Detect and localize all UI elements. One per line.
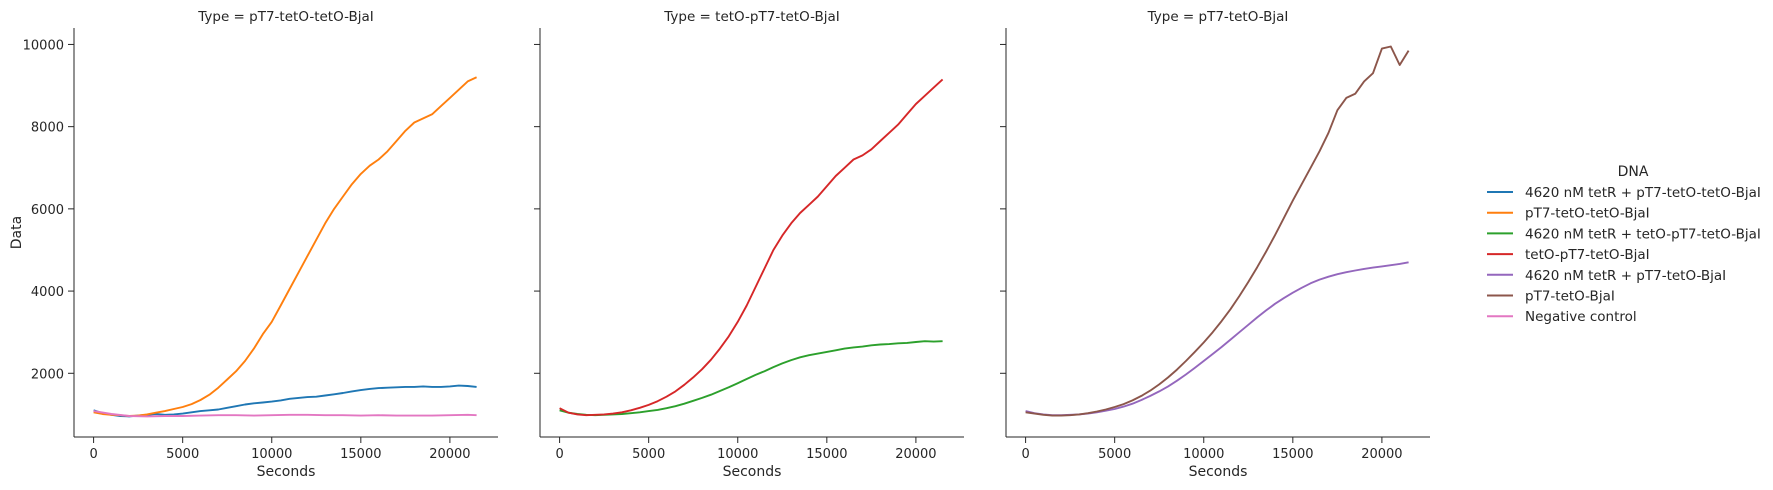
x-tick-label: 10000 <box>251 447 292 462</box>
legend-items: 4620 nM tetR + pT7-tetO-tetO-BjaI pT7-tet… <box>1487 185 1761 325</box>
series-line <box>93 384 477 418</box>
series-line <box>1025 261 1409 417</box>
x-tick-label: 0 <box>1021 447 1029 462</box>
x-tick-label: 20000 <box>429 447 470 462</box>
legend-label: tetO-pT7-tetO-BjaI <box>1525 247 1650 263</box>
legend-item: 4620 nM tetR + tetO-pT7-tetO-BjaI <box>1487 226 1761 242</box>
y-tick-label: 10000 <box>23 38 64 53</box>
x-axis-label: Seconds <box>257 464 316 480</box>
legend-label: pT7-tetO-BjaI <box>1525 289 1615 305</box>
x-tick-label: 10000 <box>717 447 758 462</box>
legend-label: Negative control <box>1525 309 1637 325</box>
chart-panels: Type = pT7-tetO-tetO-BjaI 0 5000 10000 15000… <box>9 9 1430 480</box>
x-tick-label: 20000 <box>895 447 936 462</box>
legend-label: 4620 nM tetR + pT7-tetO-tetO-BjaI <box>1525 185 1761 201</box>
y-tick-label: 6000 <box>31 203 64 218</box>
x-tick-label: 20000 <box>1361 447 1402 462</box>
legend: DNA 4620 nM tetR + pT7-tetO-tetO-BjaI pT7… <box>1487 164 1761 325</box>
series-line <box>1025 45 1410 417</box>
x-axis-label: Seconds <box>723 464 782 480</box>
chart-panel-3: Type = pT7-tetO-BjaI 0 5000 10000 15000 20000… <box>1000 9 1430 480</box>
x-tick-label: 10000 <box>1183 447 1224 462</box>
chart-panel-2: Type = tetO-pT7-tetO-BjaI 0 5000 10000 15000… <box>534 9 964 480</box>
panel-title: Type = pT7-tetO-tetO-BjaI <box>197 9 374 25</box>
y-tick-label: 2000 <box>31 367 64 382</box>
series-line <box>93 76 477 417</box>
legend-item: pT7-tetO-tetO-BjaI <box>1487 206 1650 222</box>
legend-label: pT7-tetO-tetO-BjaI <box>1525 206 1650 222</box>
legend-item: 4620 nM tetR + pT7-tetO-BjaI <box>1487 268 1726 284</box>
x-tick-label: 0 <box>89 447 97 462</box>
legend-item: 4620 nM tetR + pT7-tetO-tetO-BjaI <box>1487 185 1761 201</box>
x-tick-label: 5000 <box>166 447 199 462</box>
legend-item: pT7-tetO-BjaI <box>1487 289 1615 305</box>
y-axis-label: Data <box>9 216 25 249</box>
y-tick-label: 4000 <box>31 285 64 300</box>
x-tick-label: 5000 <box>632 447 665 462</box>
series-line <box>559 340 943 417</box>
legend-title: DNA <box>1618 164 1649 180</box>
legend-label: 4620 nM tetR + pT7-tetO-BjaI <box>1525 268 1726 284</box>
x-tick-label: 0 <box>555 447 563 462</box>
legend-label: 4620 nM tetR + tetO-pT7-tetO-BjaI <box>1525 226 1761 242</box>
series-line <box>93 410 477 418</box>
chart-panel-1: Type = pT7-tetO-tetO-BjaI 0 5000 10000 15000… <box>9 9 498 480</box>
x-tick-label: 15000 <box>806 447 847 462</box>
panel-title: Type = pT7-tetO-BjaI <box>1147 9 1289 25</box>
x-axis-label: Seconds <box>1189 464 1248 480</box>
x-tick-label: 15000 <box>1272 447 1313 462</box>
panel-title: Type = tetO-pT7-tetO-BjaI <box>663 9 840 25</box>
legend-item: Negative control <box>1487 309 1637 325</box>
legend-item: tetO-pT7-tetO-BjaI <box>1487 247 1650 263</box>
series-line <box>559 78 944 417</box>
x-tick-label: 15000 <box>340 447 381 462</box>
x-tick-label: 5000 <box>1098 447 1131 462</box>
y-tick-label: 8000 <box>31 121 64 136</box>
